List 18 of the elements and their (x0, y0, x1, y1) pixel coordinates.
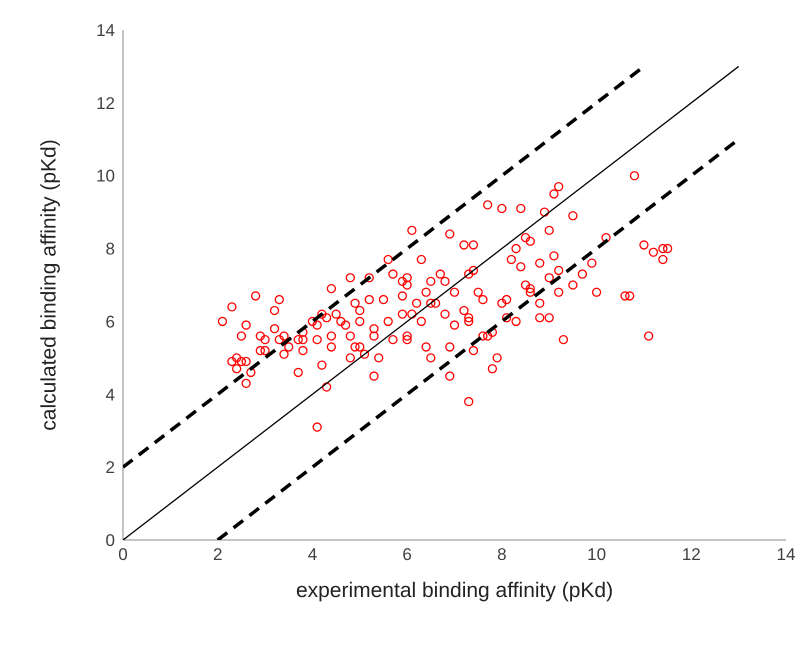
x-tick-label: 0 (118, 545, 128, 564)
y-tick-label: 10 (96, 166, 115, 186)
y-tick-label: 0 (106, 531, 115, 550)
x-tick-label: 2 (212, 545, 222, 564)
y-tick-label: 14 (96, 21, 115, 40)
x-tick-label: 4 (308, 545, 318, 564)
y-axis-title: calculated binding affinity (pKd) (37, 139, 60, 431)
x-tick-label: 8 (497, 545, 507, 564)
y-tick-label: 8 (106, 240, 115, 259)
x-tick-label: 12 (682, 545, 701, 564)
y-tick-label: 2 (106, 458, 115, 478)
y-tick-label: 6 (106, 312, 115, 332)
x-tick-label: 14 (776, 545, 796, 564)
y-tick-label: 4 (106, 385, 115, 404)
x-axis-title: experimental binding affinity (pKd) (296, 579, 614, 602)
x-tick-label: 10 (587, 545, 606, 564)
x-tick-label: 6 (402, 545, 412, 564)
y-tick-label: 12 (96, 94, 115, 113)
